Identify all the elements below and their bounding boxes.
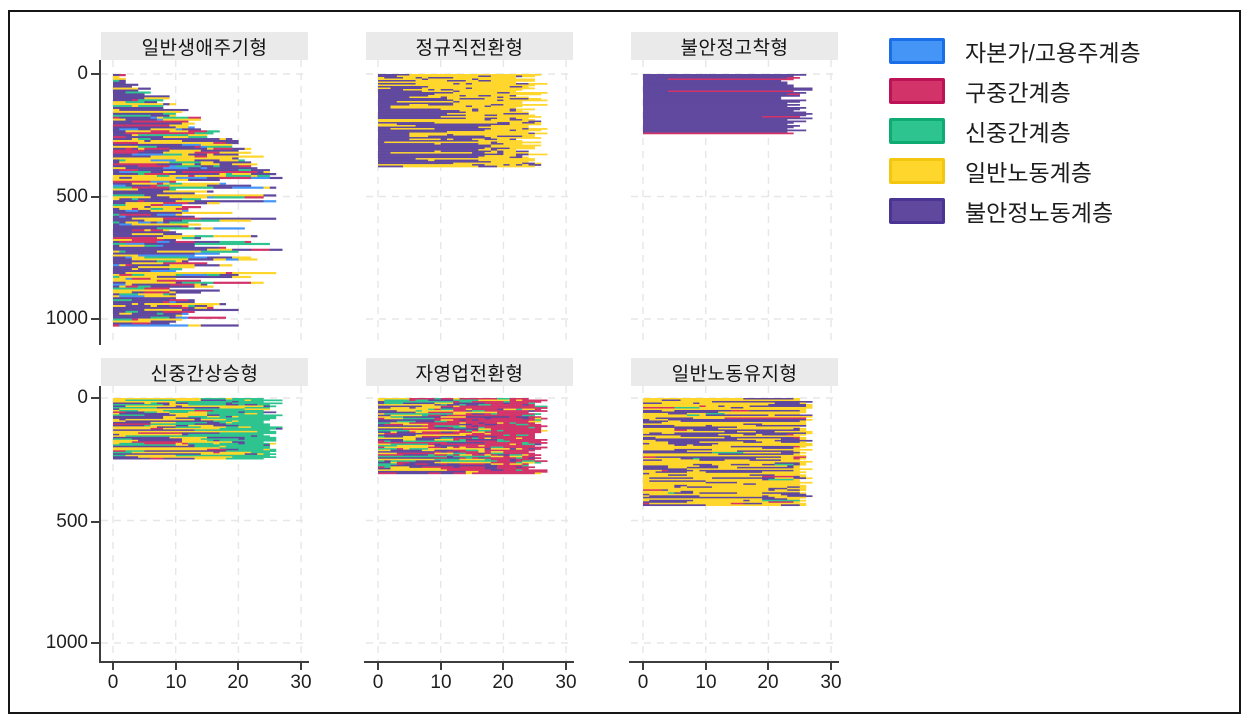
legend-label-new-middle: 신중간계층 <box>965 120 1071 146</box>
y-axis-label: 500 <box>56 186 88 207</box>
panel-title-1-text: 일반생애주기형 <box>141 37 268 59</box>
legend-swatch-precarious-labor <box>889 198 945 224</box>
panel-plot-5 <box>366 386 573 662</box>
x-axis-label: 20 <box>227 672 249 693</box>
x-axis-tick <box>565 663 567 670</box>
y-axis-line-top <box>99 60 101 345</box>
x-axis-label: 20 <box>757 672 779 693</box>
y-axis-line-bottom <box>99 386 101 663</box>
y-axis-label: 1000 <box>45 308 88 329</box>
legend-swatch-general-labor <box>889 158 945 184</box>
y-axis-tick <box>91 196 99 198</box>
panel-title-5-text: 자영업전환형 <box>415 363 524 385</box>
y-axis-label: 500 <box>56 511 88 532</box>
figure-border <box>8 10 1241 714</box>
y-axis-label: 0 <box>77 387 88 408</box>
panel-title-2-text: 정규직전환형 <box>415 37 524 59</box>
x-axis-label: 0 <box>107 672 119 693</box>
x-axis-tick <box>237 663 239 670</box>
panel-plot-4 <box>101 386 308 662</box>
x-axis-label: 30 <box>820 672 842 693</box>
legend-label-precarious-labor: 불안정노동계층 <box>965 200 1114 226</box>
panel-title-6-text: 일반노동유지형 <box>671 363 798 385</box>
legend-item-new-middle: 신중간계층 <box>889 118 1141 146</box>
x-axis-tick <box>175 663 177 670</box>
x-axis-label: 10 <box>430 672 452 693</box>
legend-swatch-capitalist <box>889 38 945 64</box>
legend-label-capitalist: 자본가/고용주계층 <box>965 40 1141 66</box>
x-axis-label: 10 <box>695 672 717 693</box>
panel-title-4-text: 신중간상승형 <box>150 363 259 385</box>
legend-swatch-new-middle <box>889 118 945 144</box>
panel-title-2: 정규직전환형 <box>366 32 573 60</box>
x-axis-label: 0 <box>637 672 649 693</box>
legend-item-general-labor: 일반노동계층 <box>889 158 1141 186</box>
panel-plot-3 <box>631 60 838 345</box>
y-axis-label: 1000 <box>45 632 88 653</box>
x-axis-label: 20 <box>492 672 514 693</box>
panel-plot-6 <box>631 386 838 662</box>
x-axis-tick <box>440 663 442 670</box>
legend-item-capitalist: 자본가/고용주계층 <box>889 38 1141 66</box>
x-axis-tick <box>642 663 644 670</box>
x-axis-line-1 <box>99 661 309 663</box>
x-axis-tick <box>377 663 379 670</box>
x-axis-tick <box>112 663 114 670</box>
legend-label-general-labor: 일반노동계층 <box>965 160 1092 186</box>
panel-title-6: 일반노동유지형 <box>631 358 838 386</box>
y-axis-tick <box>91 397 99 399</box>
x-axis-tick <box>300 663 302 670</box>
y-axis-tick <box>91 318 99 320</box>
y-axis-tick <box>91 521 99 523</box>
panel-title-3-text: 불안정고착형 <box>680 37 789 59</box>
panel-title-3: 불안정고착형 <box>631 32 838 60</box>
y-axis-label: 0 <box>77 63 88 84</box>
panel-title-5: 자영업전환형 <box>366 358 573 386</box>
y-axis-tick <box>91 73 99 75</box>
x-axis-tick <box>830 663 832 670</box>
x-axis-label: 10 <box>165 672 187 693</box>
x-axis-label: 0 <box>372 672 384 693</box>
panel-plot-2 <box>366 60 573 345</box>
x-axis-tick <box>502 663 504 670</box>
x-axis-label: 30 <box>290 672 312 693</box>
legend-item-precarious-labor: 불안정노동계층 <box>889 198 1141 226</box>
y-axis-tick <box>91 642 99 644</box>
panel-plot-1 <box>101 60 308 345</box>
legend-label-old-middle: 구중간계층 <box>965 80 1071 106</box>
x-axis-label: 30 <box>555 672 577 693</box>
x-axis-tick <box>767 663 769 670</box>
legend: 자본가/고용주계층 구중간계층 신중간계층 일반노동계층 불안정노동계층 <box>889 38 1141 238</box>
panel-title-4: 신중간상승형 <box>101 358 308 386</box>
x-axis-line-3 <box>629 661 839 663</box>
legend-item-old-middle: 구중간계층 <box>889 78 1141 106</box>
panel-title-1: 일반생애주기형 <box>101 32 308 60</box>
legend-swatch-old-middle <box>889 78 945 104</box>
x-axis-line-2 <box>364 661 574 663</box>
x-axis-tick <box>705 663 707 670</box>
